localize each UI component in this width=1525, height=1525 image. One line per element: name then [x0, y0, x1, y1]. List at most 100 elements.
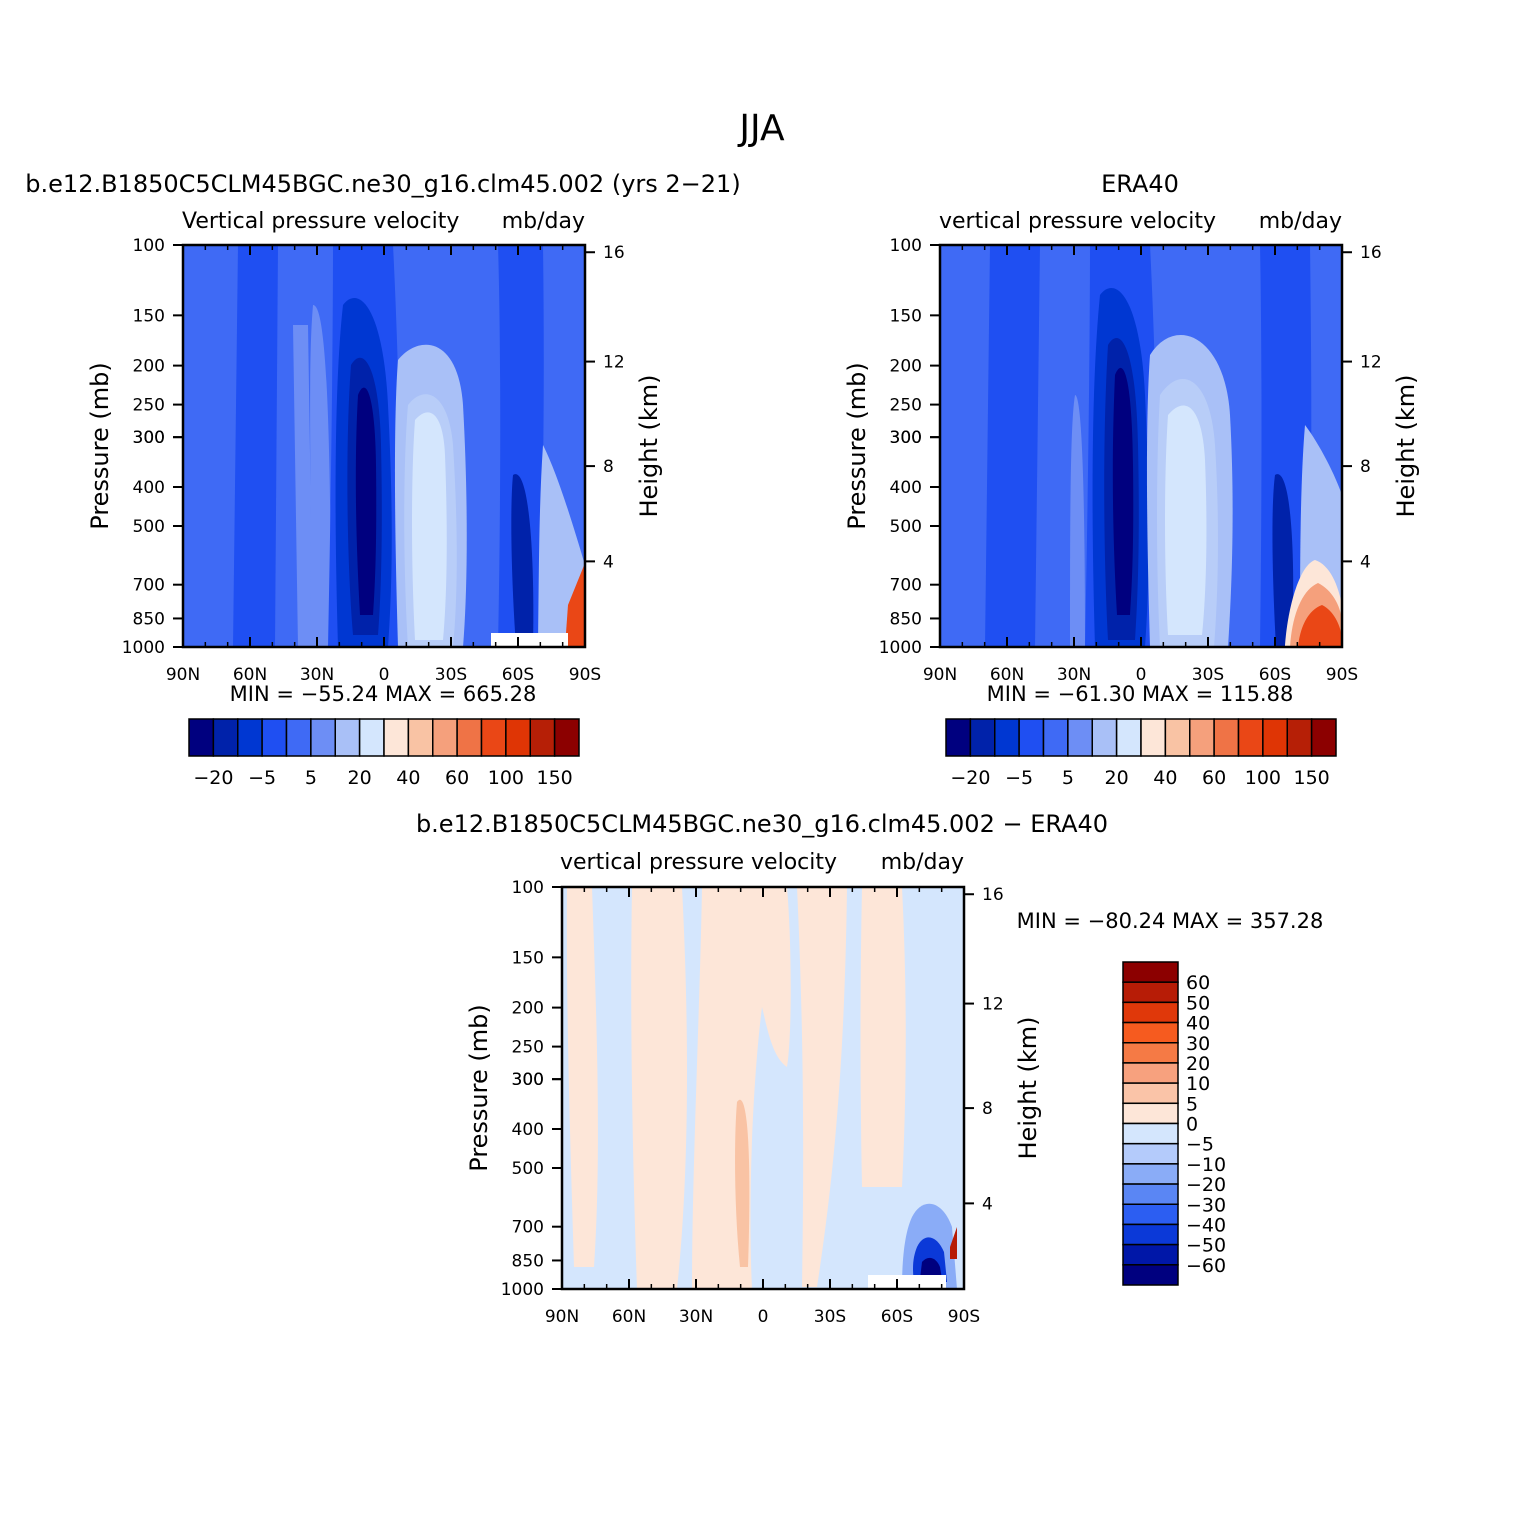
colorbar-diff-label: −20 [1186, 1174, 1226, 1196]
panel-diff-ytick-label: 300 [512, 1070, 544, 1090]
panel-model-axes: 90N 60N 30N 0 30S 60S 90S100150200250300300400… [86, 236, 663, 685]
panel-model-ytick-label: 250 [133, 396, 165, 416]
colorbar-obs-swatch [1189, 718, 1215, 757]
model-field-band-30n [310, 305, 331, 647]
colorbar-obs-label: 5 [1062, 767, 1074, 789]
panel-model-xtick-label: 30N [300, 665, 334, 685]
colorbar-diff-label: 10 [1186, 1073, 1210, 1095]
panel-obs-ytick-label: 500 [890, 517, 922, 537]
colorbar-diff-swatch [1122, 981, 1179, 1004]
panel-obs-xtick-label: 60S [1259, 665, 1291, 685]
colorbar-model-swatch [188, 718, 215, 757]
colorbar-diff-label: −10 [1186, 1154, 1226, 1176]
panel-diff: b.e12.B1850C5CLM45BGC.ne30_g16.clm45.002… [416, 810, 1323, 1327]
colorbar-obs-swatch [1091, 718, 1118, 757]
panel-model-xtick-label: 30S [435, 665, 467, 685]
colorbar-model-swatch [261, 718, 288, 757]
panel-model: b.e12.B1850C5CLM45BGC.ne30_g16.clm45.002… [25, 170, 740, 685]
panel-obs-title: ERA40 [1101, 170, 1179, 198]
colorbar-obs-swatch [1067, 718, 1093, 757]
panel-diff-xtick-label: 30N [679, 1307, 713, 1327]
panel-obs-y2tick-label: 12 [1360, 353, 1382, 373]
panel-diff-ytick-label: 500 [512, 1159, 544, 1179]
model-field-band-west [233, 245, 278, 647]
panel-obs-xtick-label: 60N [990, 665, 1024, 685]
colorbar-diff-swatch [1122, 1042, 1179, 1064]
colorbar-diff-swatch [1122, 1122, 1179, 1145]
colorbar-diff-label: 5 [1186, 1093, 1198, 1115]
panel-diff-y2tick-label: 8 [982, 1099, 993, 1119]
panel-diff-y2label: Height (km) [1014, 1017, 1042, 1160]
colorbar-diff-swatch [1122, 1203, 1179, 1226]
obs-field-band-west [985, 245, 1040, 647]
panel-model-ytick-label: 200 [133, 357, 165, 377]
panel-obs: ERA40 vertical pressure velocity mb/day … [843, 170, 1420, 685]
colorbar-diff-swatch [1122, 1142, 1179, 1165]
panel-diff-ytick-label: 400 [512, 1120, 544, 1140]
colorbar-obs-label: 60 [1202, 767, 1226, 789]
panel-diff-title: b.e12.B1850C5CLM45BGC.ne30_g16.clm45.002… [416, 810, 1108, 838]
colorbar-obs-swatch [945, 718, 972, 757]
colorbar-diff-swatch [1122, 1001, 1179, 1024]
colorbar-obs-swatch [1018, 718, 1045, 757]
colorbar-model-label: −20 [193, 767, 233, 789]
panel-model-ytick-label: 500 [133, 517, 165, 537]
colorbar-model-swatch [505, 718, 531, 757]
colorbar-obs-swatch [1042, 718, 1069, 757]
panel-obs-subtitle-right: mb/day [1259, 209, 1342, 234]
panel-model-plot [183, 245, 585, 647]
panel-model-y2tick-label: 16 [603, 243, 625, 263]
colorbar-diff-swatch [1122, 1264, 1179, 1286]
colorbar-model-label: 150 [536, 767, 572, 789]
panel-diff-ytick-label: 150 [512, 948, 544, 968]
panel-model-subtitle-left: Vertical pressure velocity [182, 209, 459, 234]
panel-model-ytick-label: 150 [133, 306, 165, 326]
panel-diff-xtick-label: 90S [948, 1307, 980, 1327]
diff-field-pos-60n [631, 887, 687, 1289]
panel-model-title: b.e12.B1850C5CLM45BGC.ne30_g16.clm45.002… [25, 170, 740, 198]
diff-field-missing [868, 1275, 946, 1289]
panel-obs-ytick-label: 300 [890, 428, 922, 448]
colorbar-obs: −20 −5 5 20 40 60 100 150 [945, 718, 1337, 789]
panel-obs-xtick-label: 30N [1057, 665, 1091, 685]
panel-model-ytick-label: 100 [133, 236, 165, 256]
panel-obs-y2label: Height (km) [1392, 375, 1420, 518]
panel-obs-ytick-label: 250 [890, 396, 922, 416]
model-field-south-blue [498, 245, 544, 647]
obs-field-band-30n [1070, 395, 1085, 647]
panel-model-xtick-label: 60S [502, 665, 534, 685]
obs-field-subsid-core [1165, 405, 1207, 635]
colorbar-diff-swatch [1122, 1223, 1179, 1246]
panel-obs-ylabel: Pressure (mb) [843, 362, 871, 529]
colorbar-obs-swatch [1115, 718, 1142, 757]
panel-obs-y2tick-label: 16 [1360, 243, 1382, 263]
panel-obs-ytick-label: 1000 [879, 638, 922, 658]
panel-obs-xtick-label: 90S [1326, 665, 1358, 685]
colorbar-diff-label: −30 [1186, 1194, 1226, 1216]
colorbar-obs-label: 20 [1105, 767, 1129, 789]
colorbar-diff-label: 60 [1186, 972, 1210, 994]
panel-obs-xtick-label: 30S [1192, 665, 1224, 685]
model-field-pole-red [565, 563, 585, 647]
panel-model-xtick-label: 90N [166, 665, 200, 685]
colorbar-obs-label: 150 [1293, 767, 1329, 789]
panel-obs-subtitle-left: vertical pressure velocity [939, 209, 1216, 234]
colorbar-model-label: 60 [445, 767, 469, 789]
diff-field-pos-red [735, 1099, 750, 1267]
panel-model-ytick-label: 300 [133, 428, 165, 448]
panel-diff-xtick-label: 60N [612, 1307, 646, 1327]
panel-diff-stats: MIN = −80.24 MAX = 357.28 [1017, 909, 1324, 933]
colorbar-diff-label: 50 [1186, 992, 1210, 1014]
panel-model-xtick-label: 90S [569, 665, 601, 685]
model-field-subsid-core [412, 412, 447, 640]
panel-diff-xtick-label: 0 [758, 1307, 769, 1327]
colorbar-model-swatch [285, 718, 312, 757]
model-field-band-westpale [293, 325, 313, 647]
colorbar-model-label: 100 [488, 767, 524, 789]
figure-title: JJA [737, 108, 785, 149]
panel-model-ytick-label: 300 [133, 428, 165, 448]
colorbar-diff-label: −60 [1186, 1255, 1226, 1277]
colorbar-model-swatch [456, 718, 483, 757]
colorbar-diff-swatch [1122, 1243, 1179, 1266]
